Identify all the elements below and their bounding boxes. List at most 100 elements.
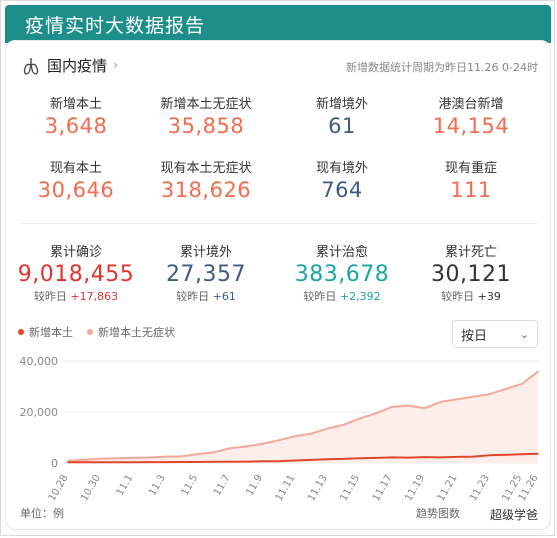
stat-cumulative-imported: 累计境外 27,357 较昨日 +61 (141, 241, 271, 304)
data-point (148, 461, 150, 463)
x-tick-label: 10.30 (79, 473, 103, 503)
period-select-value: 按日 (461, 328, 488, 344)
x-tick-label: 11.7 (212, 473, 233, 498)
x-tick-label: 11.19 (403, 473, 427, 503)
data-point (342, 424, 345, 426)
data-point (537, 452, 539, 455)
stat-label: 现有本土 (49, 161, 102, 176)
stat-label: 新增本土无症状 (160, 97, 252, 112)
stat-current-severe: 现有重症 111 (406, 157, 536, 202)
data-point (213, 461, 215, 463)
data-point (472, 455, 475, 458)
delta-value: +17,863 (70, 290, 119, 303)
x-tick-label: 11.17 (371, 473, 395, 503)
data-point (196, 453, 199, 455)
x-tick-label: 11.21 (436, 473, 460, 503)
data-point (423, 456, 426, 458)
section-header[interactable]: 国内疫情 › (21, 55, 118, 76)
stat-cumulative-confirmed: 累计确诊 9,018,455 较昨日 +17,863 (11, 241, 141, 304)
delta-value: +39 (477, 290, 501, 303)
data-point (504, 388, 507, 390)
stat-value: 111 (450, 178, 492, 202)
stat-label: 新增境外 (315, 97, 368, 112)
legend-item-new-local[interactable]: 新增本土 (18, 324, 73, 340)
data-point (521, 383, 523, 385)
delta-prefix: 较昨日 (176, 290, 210, 303)
data-point (196, 461, 199, 463)
stat-label: 累计确诊 (49, 245, 102, 260)
data-point (99, 461, 102, 463)
section-title: 国内疫情 (47, 57, 108, 75)
data-point (391, 406, 393, 408)
stat-current-local-asymptomatic: 现有本土无症状 318,626 (141, 157, 271, 202)
x-tick-label: 11.9 (244, 473, 265, 498)
x-tick-label: 11.13 (306, 473, 330, 503)
data-point (67, 461, 69, 463)
data-point (132, 457, 134, 459)
stat-label: 现有重症 (444, 161, 497, 176)
stat-value: 30,121 (431, 262, 511, 287)
header-bar: 疫情实时大数据报告 (5, 5, 551, 43)
delta-prefix: 较昨日 (33, 290, 67, 303)
legend-label: 新增本土无症状 (98, 326, 175, 339)
trend-chart: 0 20,000 40,000 10.28 10.30 11.1 11.3 11.5 11.7 1… (20, 355, 541, 503)
data-point (521, 453, 523, 456)
data-point (67, 459, 69, 462)
domestic-epidemic-card: 国内疫情 › 新增数据统计周期为昨日11.26 0-24时 新增本土 3,648… (5, 40, 551, 530)
stat-cumulative-recovered: 累计治愈 383,678 较昨日 +2,392 (277, 241, 407, 304)
delta-prefix: 较昨日 (441, 290, 475, 303)
stat-value: 764 (321, 178, 363, 202)
legend-item-new-asymptomatic[interactable]: 新增本土无症状 (87, 324, 175, 340)
series-area-asymptomatic (68, 371, 538, 463)
stat-label: 新增本土 (49, 97, 102, 112)
data-point (132, 461, 134, 463)
stat-period-note: 新增数据统计周期为昨日11.26 0-24时 (346, 61, 538, 74)
data-point (229, 460, 231, 463)
data-point (440, 401, 442, 403)
x-tick-label: 11.23 (468, 473, 492, 503)
stat-value: 35,858 (167, 114, 245, 138)
data-point (472, 395, 475, 398)
stat-label: 累计境外 (179, 245, 232, 260)
stat-label: 港澳台新增 (438, 97, 504, 112)
stat-value: 61 (328, 114, 356, 138)
stat-value: 3,648 (44, 114, 108, 138)
data-point (245, 445, 248, 448)
data-point (245, 460, 248, 463)
data-point (277, 439, 280, 442)
data-point (180, 455, 183, 458)
legend-label: 新增本土 (29, 326, 73, 339)
stat-label: 累计死亡 (444, 245, 497, 260)
stat-label: 现有境外 (315, 161, 368, 176)
x-tick-label: 11.5 (180, 473, 201, 498)
x-tick-label: 11.3 (147, 473, 168, 498)
unit-label: 单位：例 (20, 507, 64, 520)
legend-dot (18, 329, 24, 335)
delta-value: +61 (212, 290, 236, 303)
data-point (261, 460, 264, 463)
data-point (375, 457, 377, 459)
period-select[interactable]: 按日 ⌄ (452, 320, 538, 348)
data-point (115, 457, 118, 459)
chevron-right-icon: › (113, 58, 119, 73)
stat-current-local: 现有本土 30,646 (11, 157, 141, 202)
data-point (423, 407, 426, 409)
data-point (358, 457, 361, 459)
app-title: 疫情实时大数据报告 (25, 15, 206, 37)
chevron-down-icon: ⌄ (519, 327, 529, 341)
delta-prefix: 较昨日 (303, 290, 337, 303)
data-point (391, 456, 393, 459)
data-point (326, 458, 329, 460)
stat-delta: 较昨日 +17,863 (11, 288, 141, 304)
stat-label: 累计治愈 (315, 245, 368, 260)
data-point (164, 455, 166, 458)
data-point (148, 456, 150, 459)
data-point (310, 432, 312, 435)
data-point (358, 417, 361, 420)
data-point (407, 404, 410, 407)
data-point (115, 461, 118, 463)
data-point (294, 459, 296, 462)
y-tick-label: 40,000 (20, 355, 59, 368)
stat-new-hk-macao-taiwan: 港澳台新增 14,154 (406, 93, 536, 138)
data-point (440, 456, 442, 459)
